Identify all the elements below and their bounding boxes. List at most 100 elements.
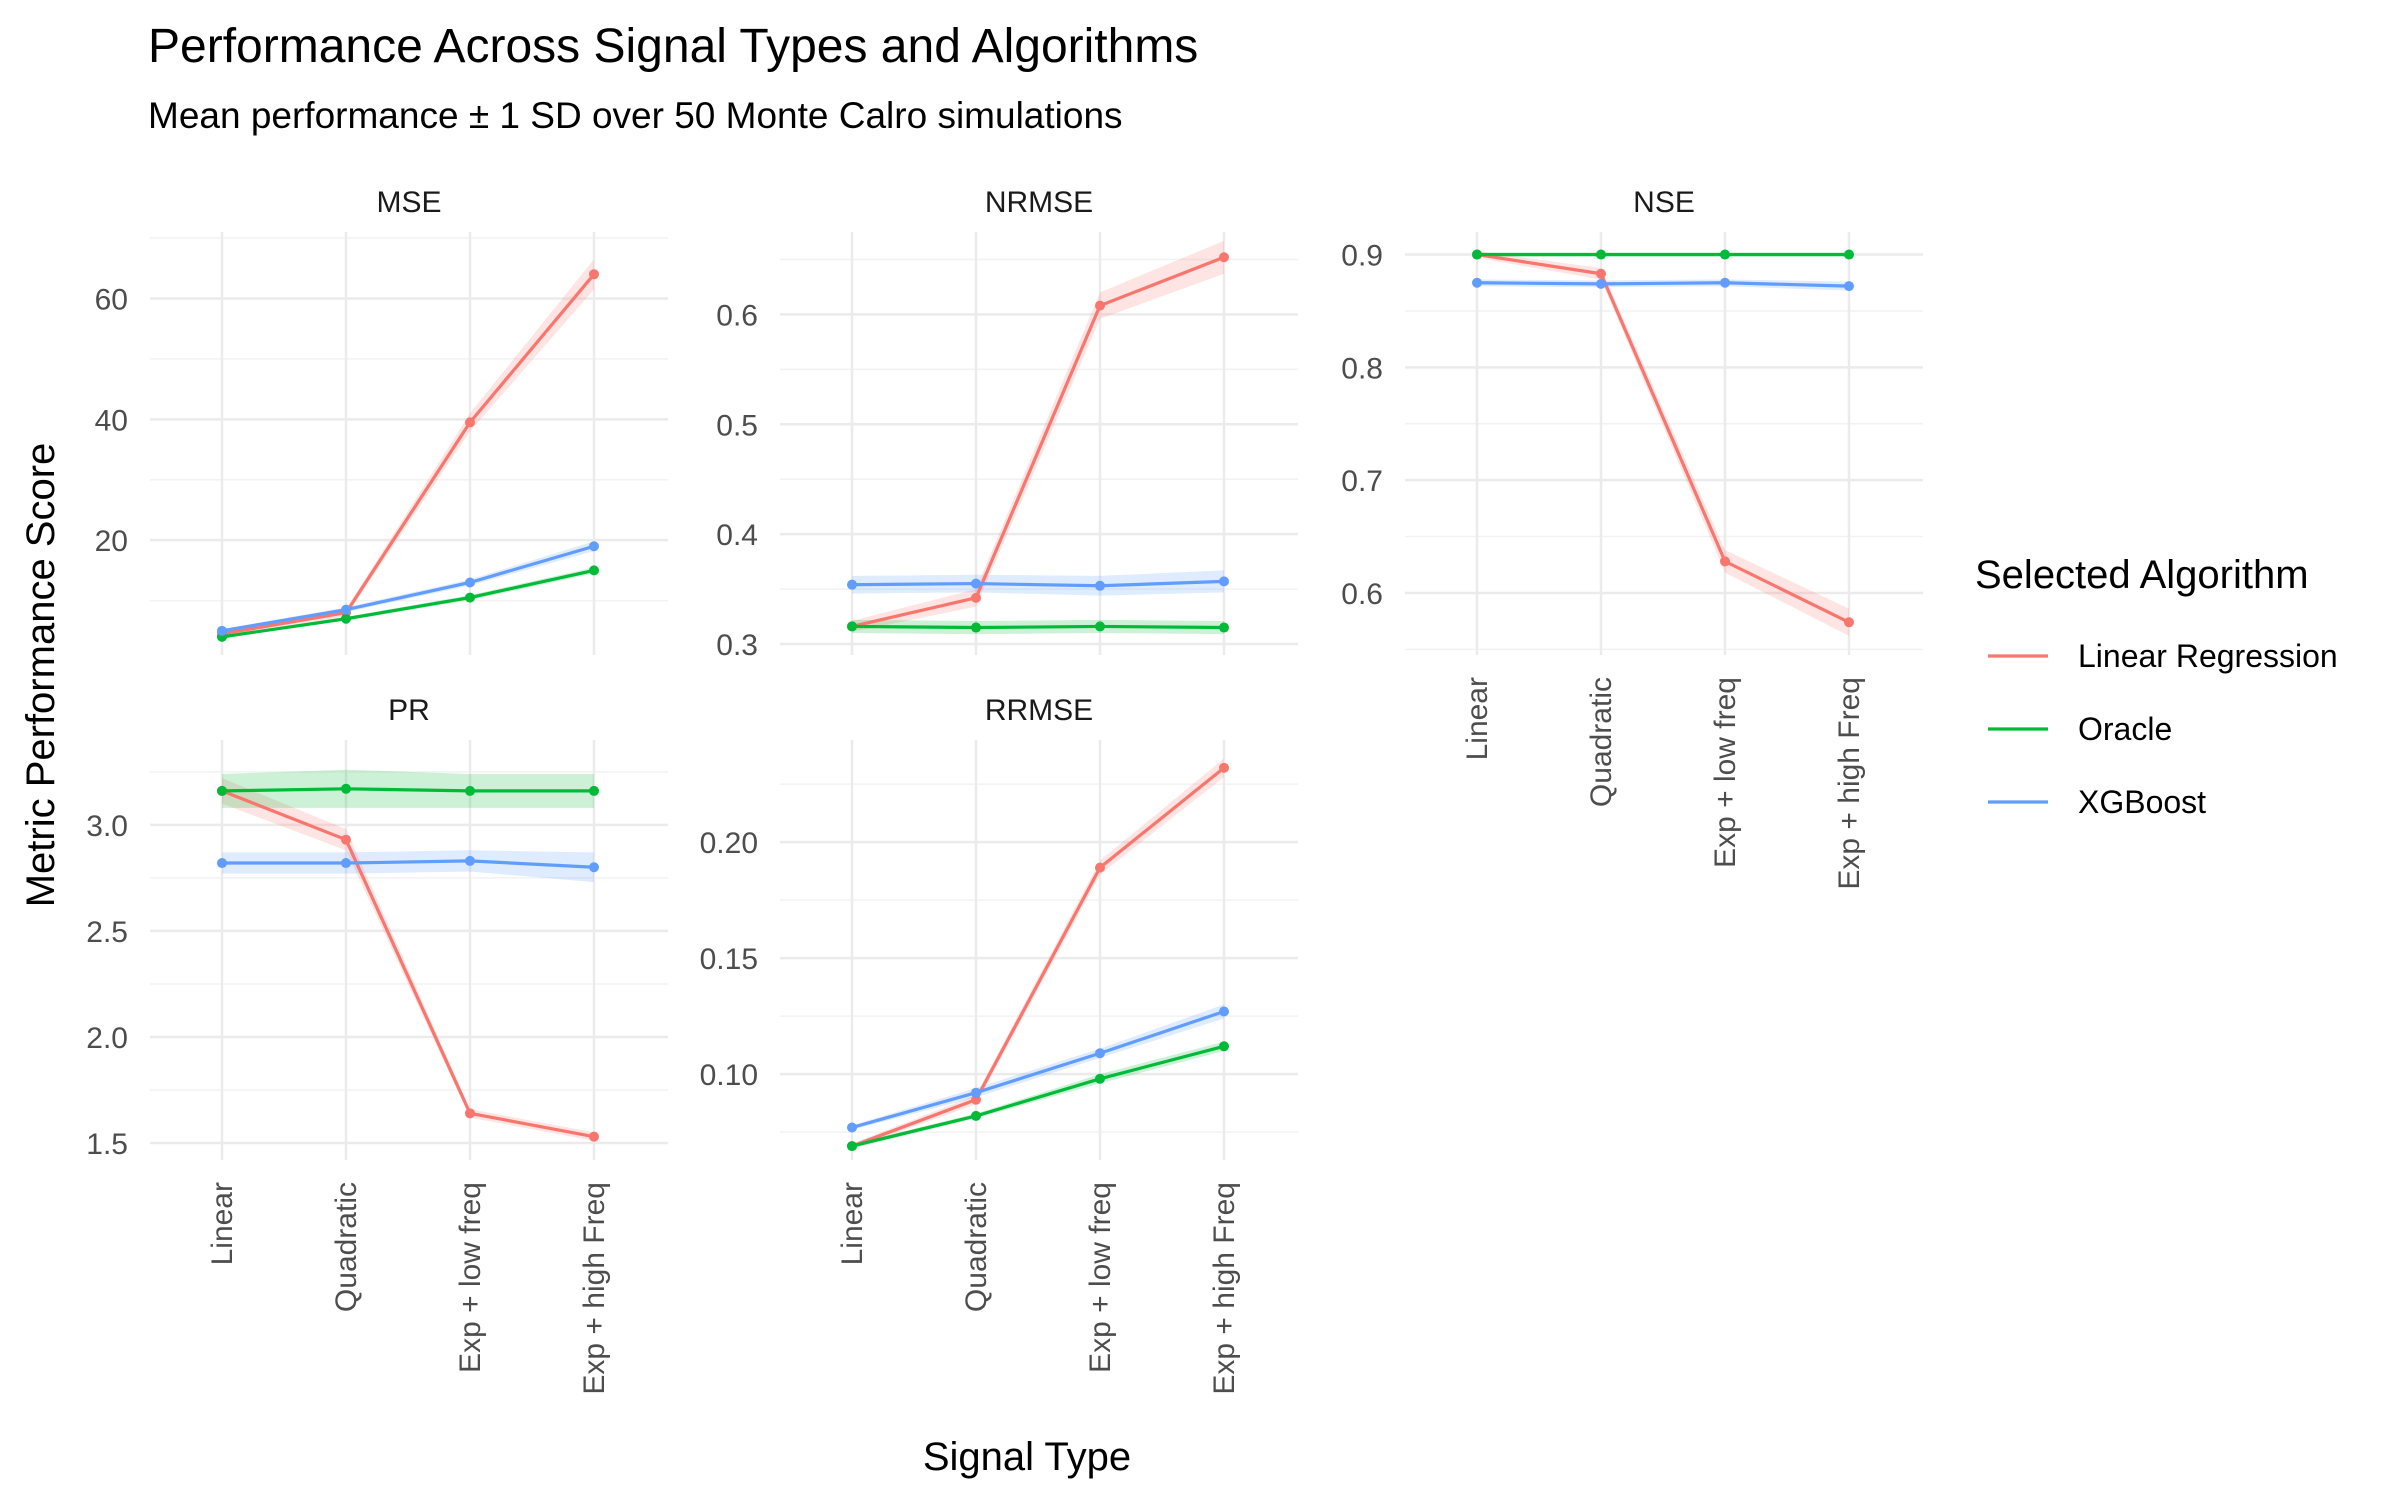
strip-label-nse: NSE <box>1633 186 1695 219</box>
sd-band-linear-regression <box>852 758 1224 1149</box>
sd-band-xgboost <box>852 570 1224 596</box>
data-point-xgboost <box>341 858 351 869</box>
x-tick-label: Quadratic <box>1585 677 1618 807</box>
panel-pr: PR 1.5 2.0 2.5 3.0 Linear Quadratic Exp + low f… <box>86 694 668 1395</box>
series-line-oracle <box>851 1044 1225 1148</box>
data-point-oracle <box>1596 249 1606 260</box>
legend-label-xgboost: XGBoost <box>2078 784 2206 820</box>
data-point-oracle <box>1720 249 1730 260</box>
data-point-oracle <box>341 783 351 794</box>
y-tick-label: 0.8 <box>1341 352 1383 385</box>
y-tick-label: 0.10 <box>700 1059 758 1092</box>
legend-title: Selected Algorithm <box>1975 553 2309 597</box>
data-point-oracle <box>465 592 475 603</box>
data-point-xgboost <box>465 855 475 866</box>
series-line-xgboost <box>222 859 595 869</box>
panel-nse: NSE 0.6 0.7 0.8 0.9 Linear Quadratic Exp + low … <box>1341 186 1923 890</box>
data-point-linear-regression <box>1095 300 1105 311</box>
data-point-oracle <box>589 565 599 576</box>
data-point-xgboost <box>1596 278 1606 289</box>
sd-band-oracle <box>852 1041 1224 1149</box>
data-point-oracle <box>847 1141 857 1152</box>
y-tick-label: 1.5 <box>86 1128 128 1161</box>
data-point-oracle <box>341 613 351 624</box>
series-line-oracle <box>851 624 1225 630</box>
y-tick-label: 2.0 <box>86 1022 128 1055</box>
data-point-oracle <box>971 1110 981 1121</box>
strip-label-nrmse: NRMSE <box>985 186 1093 219</box>
data-point-xgboost <box>1095 580 1105 591</box>
strip-label-pr: PR <box>388 694 430 727</box>
data-point-oracle <box>1844 249 1854 260</box>
data-point-xgboost <box>1095 1048 1105 1059</box>
data-point-oracle <box>847 621 857 632</box>
data-point-xgboost <box>1844 281 1854 292</box>
x-tick-label: Linear <box>206 1182 239 1265</box>
series-line-linear-regression <box>1476 252 1850 624</box>
sd-band-linear-regression <box>222 259 594 637</box>
data-point-xgboost <box>589 541 599 552</box>
data-point-xgboost <box>1219 1006 1229 1017</box>
panel-mse: MSE 20 40 60 <box>95 186 668 655</box>
data-point-xgboost <box>589 862 599 873</box>
data-point-oracle <box>1219 622 1229 633</box>
data-point-linear-regression <box>465 1108 475 1119</box>
panel-nrmse: NRMSE 0.3 0.4 0.5 0.6 <box>716 186 1298 662</box>
data-point-xgboost <box>217 858 227 869</box>
x-tick-label: Linear <box>836 1182 869 1265</box>
y-tick-label: 0.4 <box>716 519 758 552</box>
data-point-linear-regression <box>1720 556 1730 567</box>
facet-panels: MSE 20 40 60 NRMSE 0.3 0.4 0.5 0.6 NSE 0.6 0.7 0.8 0.… <box>86 186 1923 1395</box>
sd-band-linear-regression <box>222 778 594 1141</box>
y-tick-label: 0.5 <box>716 409 758 442</box>
sd-band-xgboost <box>222 850 594 883</box>
y-tick-label: 0.7 <box>1341 465 1383 498</box>
x-axis-title: Signal Type <box>923 1435 1131 1479</box>
data-point-linear-regression <box>1844 617 1854 628</box>
data-point-linear-regression <box>971 592 981 603</box>
data-point-xgboost <box>1720 277 1730 288</box>
series-line-oracle <box>221 568 595 639</box>
data-point-xgboost <box>217 625 227 636</box>
series-line-xgboost <box>1476 281 1850 288</box>
series-line-xgboost <box>851 579 1225 588</box>
series-line-linear-regression <box>851 255 1225 628</box>
series-line-xgboost <box>851 1009 1225 1130</box>
strip-label-mse: MSE <box>376 186 441 219</box>
y-axis-title: Metric Performance Score <box>19 443 63 908</box>
data-point-oracle <box>1095 1073 1105 1084</box>
data-point-oracle <box>589 785 599 796</box>
data-point-linear-regression <box>1095 862 1105 873</box>
sd-band-linear-regression <box>852 240 1224 632</box>
sd-band-xgboost <box>852 1004 1224 1130</box>
y-tick-label: 0.20 <box>700 827 758 860</box>
x-tick-label: Exp + high Freq <box>1208 1182 1241 1395</box>
data-point-xgboost <box>1472 277 1482 288</box>
data-point-oracle <box>1219 1041 1229 1052</box>
data-point-oracle <box>1095 621 1105 632</box>
series-line-oracle <box>221 787 594 793</box>
data-point-xgboost <box>847 1122 857 1133</box>
series-line-linear-regression <box>851 766 1226 1148</box>
data-point-linear-regression <box>465 417 475 428</box>
data-point-xgboost <box>971 578 981 589</box>
x-tick-label: Exp + low freq <box>454 1182 487 1373</box>
data-point-xgboost <box>341 604 351 615</box>
y-tick-label: 40 <box>95 404 128 437</box>
x-tick-label: Exp + low freq <box>1084 1182 1117 1373</box>
data-point-xgboost <box>1219 576 1229 587</box>
data-point-xgboost <box>847 579 857 590</box>
data-point-linear-regression <box>1219 762 1229 773</box>
legend: Selected Algorithm Linear Regression Orac… <box>1975 553 2338 820</box>
x-tick-label: Exp + high Freq <box>578 1182 611 1395</box>
legend-label-oracle: Oracle <box>2078 711 2172 747</box>
y-tick-label: 20 <box>95 525 128 558</box>
series-line-xgboost <box>221 544 595 633</box>
y-tick-label: 2.5 <box>86 916 128 949</box>
data-point-linear-regression <box>1596 268 1606 279</box>
x-tick-label: Exp + low freq <box>1709 677 1742 868</box>
chart-title: Performance Across Signal Types and Algo… <box>148 20 1198 73</box>
data-point-linear-regression <box>341 834 351 845</box>
data-point-oracle <box>971 622 981 633</box>
